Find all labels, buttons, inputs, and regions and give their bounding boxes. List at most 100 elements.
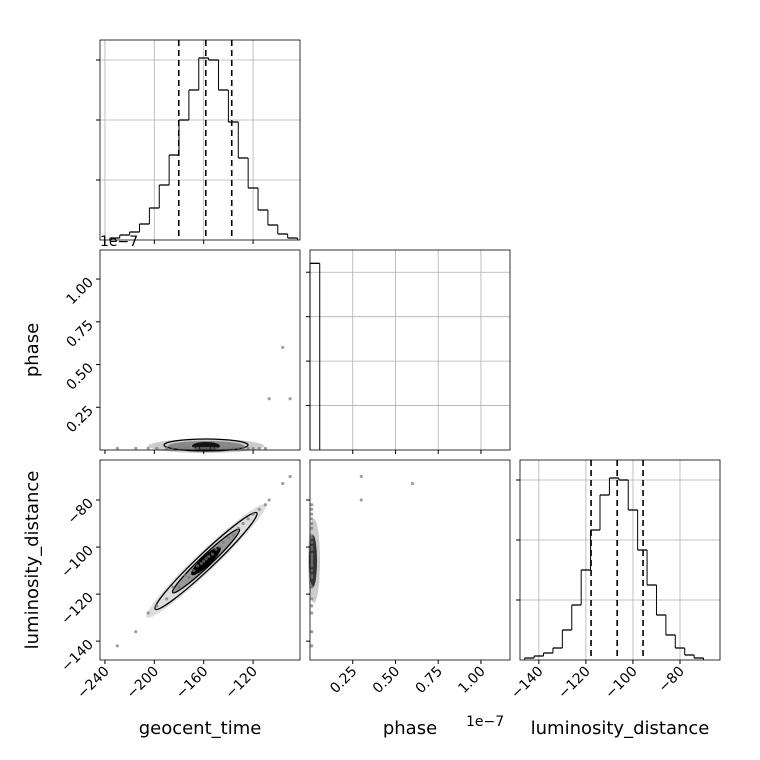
density (146, 438, 320, 618)
x-axis-label: phase (383, 718, 437, 739)
sample-point (218, 446, 222, 450)
sample-point (187, 576, 191, 580)
y-tick-label: 0.75 (63, 317, 96, 350)
sample-point (221, 446, 226, 450)
sample-point (146, 446, 150, 450)
sample-point (251, 446, 255, 450)
sample-point (231, 446, 235, 450)
sample-point (310, 573, 314, 577)
sample-point (195, 446, 200, 450)
sample-point (165, 446, 169, 450)
sample-point (246, 446, 250, 450)
sample-point (192, 568, 196, 573)
x-tick-label: −200 (124, 664, 163, 703)
sample-point (310, 533, 314, 537)
panel-frame (309, 249, 511, 451)
sample-point (310, 597, 314, 601)
sample-point (241, 446, 245, 450)
panel-frame (99, 249, 301, 451)
y-tick-label: −140 (58, 637, 97, 676)
sample-point (310, 604, 314, 608)
sample-point (410, 481, 415, 486)
sample-point (251, 512, 255, 516)
sample-point (115, 446, 119, 450)
y-tick-label: −80 (65, 496, 97, 528)
sample-point (146, 611, 150, 615)
sample-point (310, 585, 314, 589)
x-tick-label: 0.50 (370, 664, 403, 697)
sample-point (310, 630, 314, 634)
sample-point (134, 630, 138, 634)
sample-point (310, 564, 314, 568)
sample-point (263, 503, 268, 507)
x-tick-label: 1.00 (455, 664, 488, 697)
sample-point (134, 446, 138, 450)
sample-point (202, 446, 206, 450)
sample-point (214, 547, 218, 552)
sample-point (226, 446, 230, 450)
sample-point (281, 345, 285, 350)
sample-point (310, 536, 314, 540)
sample-point (192, 446, 196, 450)
sample-point (155, 446, 159, 450)
sample-point (310, 521, 314, 526)
sample-point (310, 559, 314, 563)
x-tick-label: −100 (602, 664, 641, 703)
sample-point (226, 536, 230, 540)
sample-point (267, 498, 271, 502)
x-axis-label: geocent_time (139, 718, 262, 739)
y-offset-label: 1e−7 (100, 234, 138, 250)
sample-point (310, 554, 314, 559)
sample-point (183, 446, 187, 450)
sample-point (165, 597, 169, 601)
sample-point (281, 481, 285, 486)
sample-point (183, 573, 187, 577)
sample-point (199, 561, 203, 566)
sample-point (221, 540, 226, 544)
sample-point (310, 545, 314, 549)
sample-point (310, 526, 314, 530)
x-tick-label: −80 (656, 664, 688, 696)
sample-point (310, 517, 314, 521)
panel-frame (519, 459, 721, 661)
x-tick-label: 0.75 (413, 664, 446, 697)
sample-point (310, 568, 314, 573)
sample-point (207, 554, 211, 559)
y-axis-label: luminosity_distance (22, 471, 43, 650)
sample-point (310, 576, 314, 580)
y-tick-label: −100 (58, 543, 97, 582)
x-tick-label: −140 (508, 664, 547, 703)
sample-point (310, 540, 314, 544)
x-tick-label: 0.25 (327, 664, 360, 697)
y-tick-label: −120 (58, 590, 97, 629)
x-offset-label: 1e−7 (466, 714, 504, 730)
sample-point (202, 559, 206, 563)
sample-point (359, 474, 363, 479)
x-tick-label: −160 (173, 664, 212, 703)
sample-point (236, 526, 240, 530)
sample-point (310, 561, 314, 566)
sample-point (310, 547, 314, 552)
sample-point (310, 512, 314, 516)
sample-point (177, 585, 181, 589)
sample-point (288, 474, 292, 479)
sample-point (310, 507, 314, 512)
sample-point (177, 446, 181, 450)
sample-point (204, 557, 208, 561)
sample-point (246, 517, 250, 521)
sample-point (115, 644, 119, 648)
panel-frame (99, 459, 301, 661)
x-tick-label: −120 (222, 664, 261, 703)
y-axis-label: phase (22, 323, 43, 377)
y-tick-label: 0.50 (63, 360, 96, 393)
sample-point (310, 644, 314, 648)
sample-point (199, 446, 203, 450)
y-tick-label: 0.25 (63, 403, 96, 436)
sample-point (241, 521, 245, 526)
sample-point (171, 446, 175, 450)
sample-point (310, 611, 314, 615)
x-tick-label: −240 (74, 664, 113, 703)
y-tick-label: 1.00 (63, 275, 96, 308)
sample-point (210, 446, 214, 450)
